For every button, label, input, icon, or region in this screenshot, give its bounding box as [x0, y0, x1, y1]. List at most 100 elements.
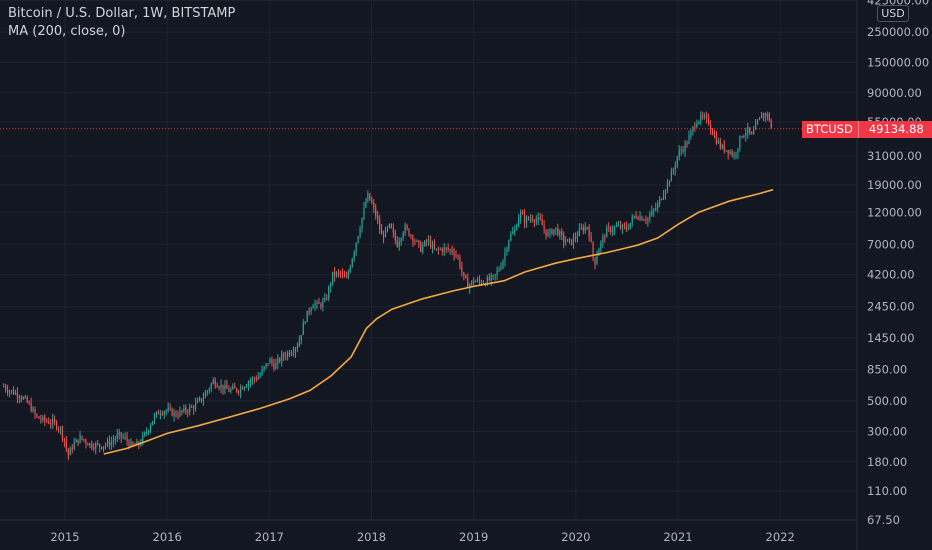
candle-up [42, 416, 44, 420]
candle-up [758, 117, 761, 121]
candle-up [717, 141, 719, 144]
candle-up [384, 228, 387, 238]
candle-up [153, 415, 156, 421]
candle-down [218, 387, 220, 389]
candle-up [500, 267, 502, 270]
candle-up [670, 171, 672, 182]
candle-down [561, 231, 563, 235]
candle-down [339, 272, 342, 274]
chart-legend: Bitcoin / U.S. Dollar, 1W, BITSTAMP MA (… [8, 5, 235, 41]
candle-down [273, 363, 275, 370]
candle-up [565, 241, 567, 243]
candle-down [551, 229, 553, 235]
candle-down [749, 127, 751, 133]
candle-down [16, 392, 19, 398]
candle-down [568, 239, 571, 241]
candle-down [610, 227, 612, 232]
candle-up [737, 148, 739, 154]
candle-up [116, 434, 118, 439]
candle-up [435, 248, 438, 250]
candle-down [46, 420, 48, 422]
candle-down [67, 448, 69, 456]
candle-down [369, 193, 371, 201]
candle-down [320, 304, 322, 307]
candle-down [241, 387, 244, 390]
candle-down [637, 217, 639, 220]
candle-down [465, 275, 467, 278]
candle-down [557, 227, 559, 236]
candle-up [512, 232, 514, 235]
candle-down [619, 225, 622, 229]
candle-down [451, 249, 453, 252]
candle-up [553, 229, 555, 235]
candle-up [704, 115, 706, 117]
candle-up [359, 229, 361, 237]
candle-down [228, 388, 230, 392]
candle-down [267, 363, 269, 365]
candle-up [292, 351, 295, 354]
candle-down [181, 410, 183, 412]
candle-up [520, 212, 522, 218]
candle-up [745, 133, 747, 136]
candle-down [91, 443, 93, 448]
candle-up [249, 380, 252, 383]
candle-down [34, 408, 36, 415]
time-tick-label: 2019 [459, 530, 488, 544]
candle-up [147, 430, 150, 433]
candle-up [261, 369, 263, 375]
candle-up [118, 432, 120, 435]
price-tick-label: 500.00 [867, 394, 907, 408]
candle-up [159, 413, 161, 415]
currency-button[interactable]: USD [877, 5, 909, 22]
candle-down [285, 356, 287, 358]
candle-up [259, 374, 261, 377]
candle-up [173, 412, 175, 416]
candle-up [290, 353, 293, 355]
symbol-title[interactable]: Bitcoin / U.S. Dollar, 1W, BITSTAMP [8, 6, 236, 21]
candle-up [386, 227, 389, 229]
candle-down [279, 358, 281, 362]
candle-up [363, 207, 365, 218]
candle-up [163, 411, 165, 415]
price-tick-label: 31000.00 [867, 149, 922, 163]
candle-up [655, 208, 657, 210]
price-tick-label: 850.00 [867, 363, 907, 377]
candle-down [128, 441, 130, 447]
candle-up [294, 348, 297, 352]
candle-down [177, 415, 179, 417]
candle-down [345, 277, 347, 279]
candle-down [193, 406, 195, 410]
candle-up [729, 151, 731, 154]
candle-down [594, 257, 596, 265]
candle-down [65, 440, 67, 449]
candle-up [600, 241, 602, 249]
candle-up [700, 115, 702, 122]
candle-up [136, 441, 138, 446]
candle-down [760, 117, 763, 119]
indicator-label[interactable]: MA (200, close, 0) [8, 24, 126, 39]
candle-down [81, 435, 83, 439]
candle-up [14, 392, 17, 395]
candle-down [380, 229, 383, 235]
candle-up [194, 402, 197, 410]
candle-up [721, 144, 723, 148]
candle-down [713, 134, 716, 136]
candle-up [263, 366, 265, 370]
candle-up [322, 300, 324, 307]
candle-up [680, 150, 682, 152]
candle-up [251, 378, 253, 381]
candle-up [404, 225, 406, 233]
candle-up [443, 247, 445, 252]
candle-up [287, 352, 289, 357]
candle-up [514, 229, 516, 233]
candle-down [12, 390, 15, 395]
candle-down [707, 117, 710, 125]
candle-down [523, 214, 526, 223]
candle-up [206, 390, 208, 393]
candle-up [690, 131, 692, 136]
candle-down [36, 414, 38, 417]
candle-up [351, 258, 353, 267]
candle-down [101, 446, 103, 449]
candle-up [400, 238, 402, 242]
